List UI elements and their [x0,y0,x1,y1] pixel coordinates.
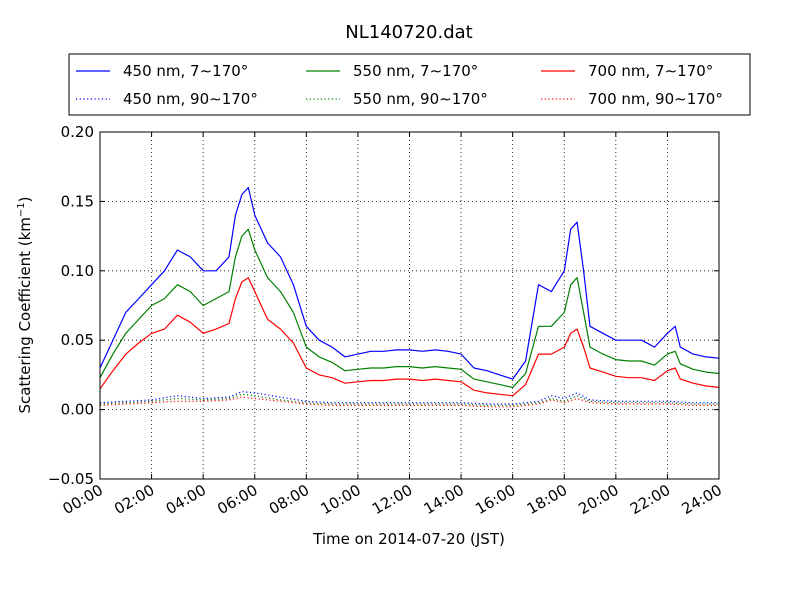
legend-box [68,53,751,116]
plot-series [99,186,720,408]
y-axis-label-exponent: −1 [16,202,27,217]
y-tick-label: 0.00 [61,401,94,419]
chart-title: NL140720.dat [345,22,472,43]
legend-label: 700 nm, 7∼170° [588,62,713,80]
y-tick-label: 0.10 [61,262,94,280]
series-line-5 [99,396,719,408]
x-axis-label: Time on 2014-07-20 (JST) [312,530,505,548]
series-line-1 [99,228,720,388]
legend-label: 450 nm, 7∼170° [123,62,248,80]
series-line-2 [99,277,720,397]
legend-label: 550 nm, 90∼170° [353,90,488,108]
legend: 450 nm, 7∼170° 550 nm, 7∼170° 700 nm, 7∼17… [68,53,751,116]
y-tick-label: 0.20 [61,123,94,141]
y-tick-label: 0.15 [61,192,94,210]
series-line-3 [99,391,719,405]
series-line-0 [99,186,720,380]
y-axis-label-end: ) [16,196,34,202]
legend-label: 550 nm, 7∼170° [353,62,478,80]
y-axis-label: Scattering Coefficient (km−1) [16,196,34,413]
legend-label: 700 nm, 90∼170° [588,90,723,108]
y-tick-label: −0.05 [48,470,94,488]
y-tick-label: 0.05 [61,331,94,349]
series-line-4 [99,393,719,406]
legend-label: 450 nm, 90∼170° [123,90,258,108]
